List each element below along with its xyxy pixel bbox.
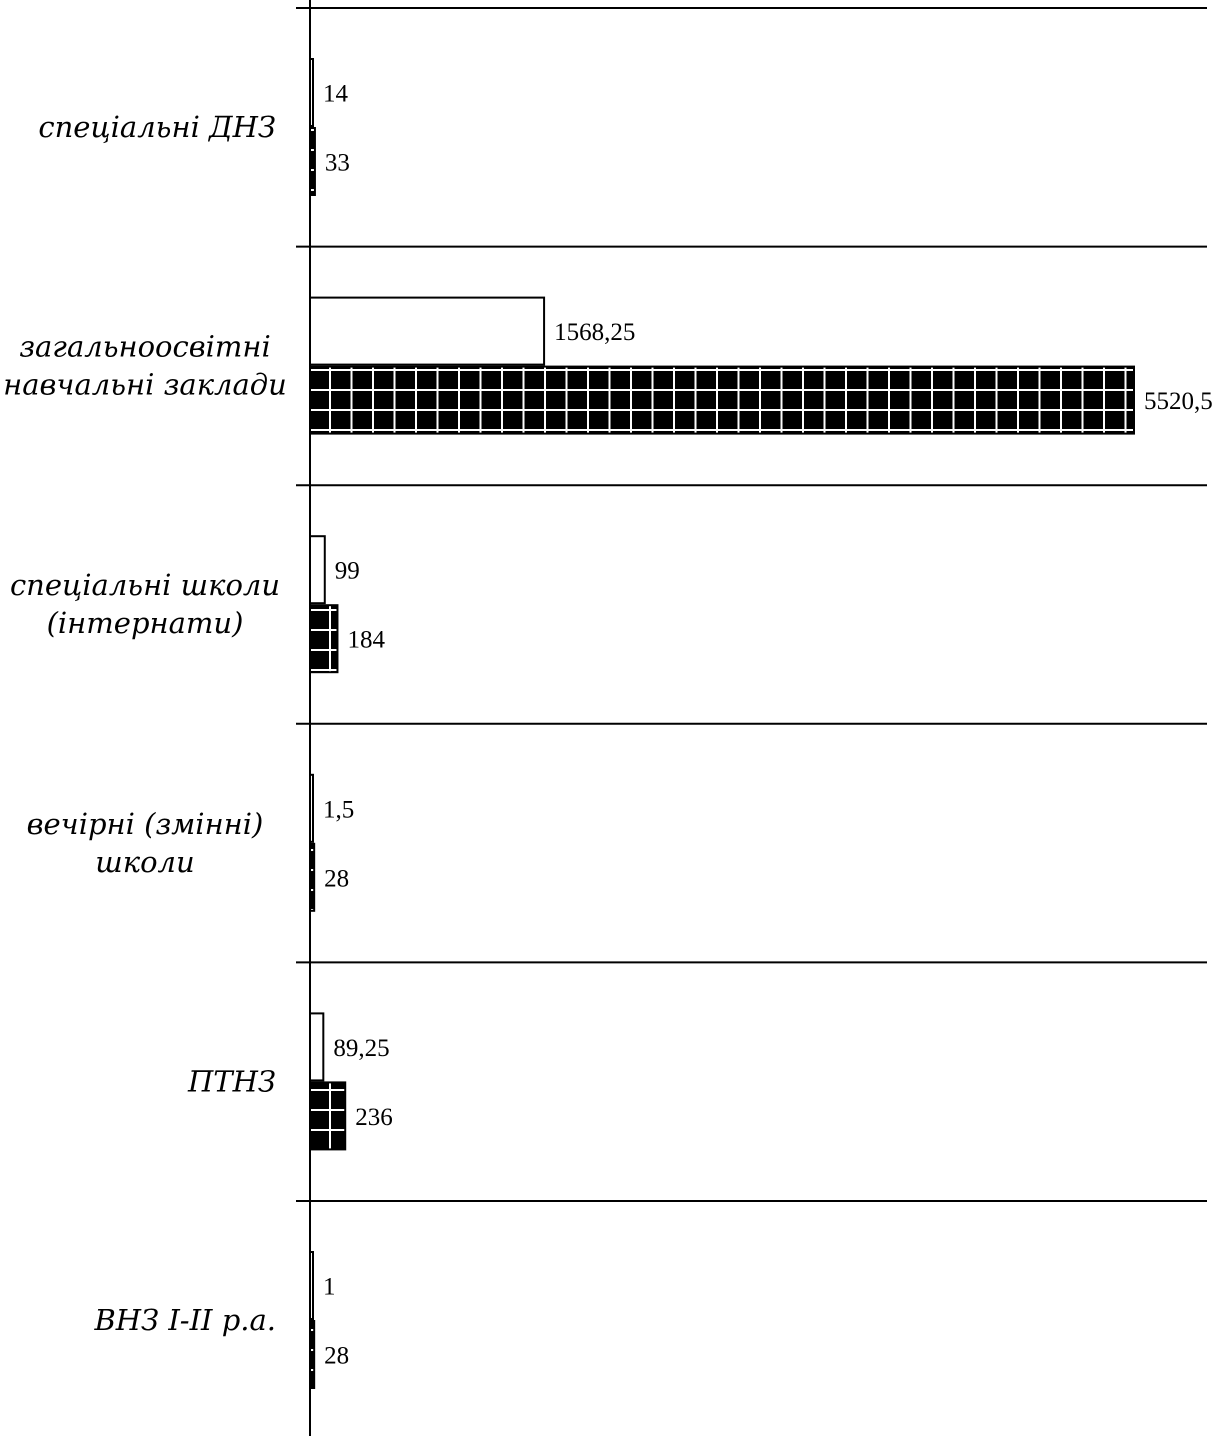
category-label: загальноосвітні — [19, 330, 271, 364]
category-label: вечірні (змінні) — [27, 807, 264, 841]
data-label: 28 — [324, 865, 349, 892]
bar — [309, 296, 546, 366]
bar — [309, 1081, 347, 1151]
data-label: 1568,25 — [554, 319, 635, 346]
category-label: школи — [95, 845, 194, 879]
data-label: 5520,5 — [1144, 388, 1213, 415]
category-label: ПТНЗ — [187, 1064, 276, 1098]
data-label: 28 — [324, 1343, 349, 1370]
data-label: 236 — [355, 1104, 393, 1131]
bar — [309, 604, 339, 674]
data-label: 33 — [325, 150, 350, 177]
data-label: 89,25 — [333, 1035, 389, 1062]
data-label: 14 — [323, 81, 349, 108]
category-label: спеціальні ДНЗ — [38, 110, 276, 144]
category-label: навчальні заклади — [3, 368, 287, 402]
category-separators — [296, 7, 1207, 1202]
data-label: 1 — [323, 1274, 336, 1301]
category-label: (інтернати) — [47, 606, 244, 640]
bar — [309, 1012, 325, 1082]
data-label: 1,5 — [323, 796, 354, 823]
category-label: ВНЗ І-ІІ р.а. — [93, 1303, 276, 1337]
bar — [309, 535, 326, 605]
data-label: 99 — [335, 558, 360, 585]
category-labels: спеціальні ДНЗ загальноосвітні навчальні з… — [3, 110, 287, 1337]
category-label: спеціальні школи — [10, 568, 280, 602]
data-label: 184 — [347, 627, 385, 654]
bars — [309, 58, 1135, 1389]
data-labels: 14 1568,25 99 1,5 89,25 1 33 5520,5 184 28 236 28 — [323, 81, 1213, 1370]
bar — [309, 365, 1135, 435]
